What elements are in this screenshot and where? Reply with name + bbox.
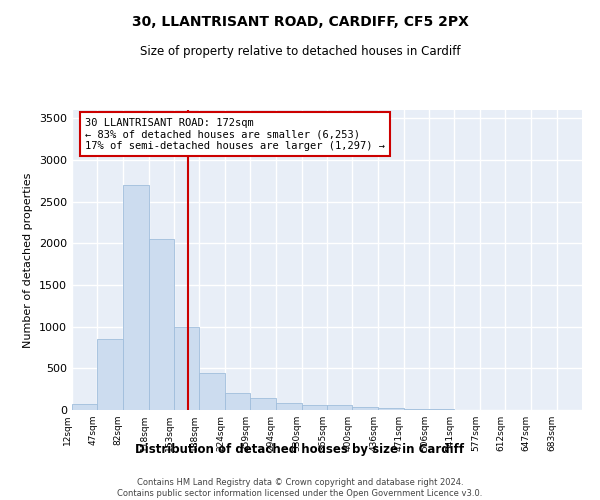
Bar [72, 404, 97, 410]
Bar [122, 185, 149, 410]
Bar [199, 372, 225, 410]
Bar [327, 406, 352, 410]
Text: Distribution of detached houses by size in Cardiff: Distribution of detached houses by size … [136, 442, 464, 456]
Bar [302, 404, 327, 410]
Bar [250, 398, 276, 410]
Bar [276, 404, 302, 410]
Text: 30, LLANTRISANT ROAD, CARDIFF, CF5 2PX: 30, LLANTRISANT ROAD, CARDIFF, CF5 2PX [131, 15, 469, 29]
Bar [352, 407, 378, 410]
Text: Size of property relative to detached houses in Cardiff: Size of property relative to detached ho… [140, 45, 460, 58]
Bar [97, 339, 122, 410]
Text: 30 LLANTRISANT ROAD: 172sqm
← 83% of detached houses are smaller (6,253)
17% of : 30 LLANTRISANT ROAD: 172sqm ← 83% of det… [85, 118, 385, 150]
Y-axis label: Number of detached properties: Number of detached properties [23, 172, 34, 348]
Bar [404, 409, 429, 410]
Bar [174, 326, 199, 410]
Bar [149, 239, 174, 410]
Text: Contains HM Land Registry data © Crown copyright and database right 2024.
Contai: Contains HM Land Registry data © Crown c… [118, 478, 482, 498]
Bar [225, 392, 250, 410]
Bar [378, 408, 404, 410]
